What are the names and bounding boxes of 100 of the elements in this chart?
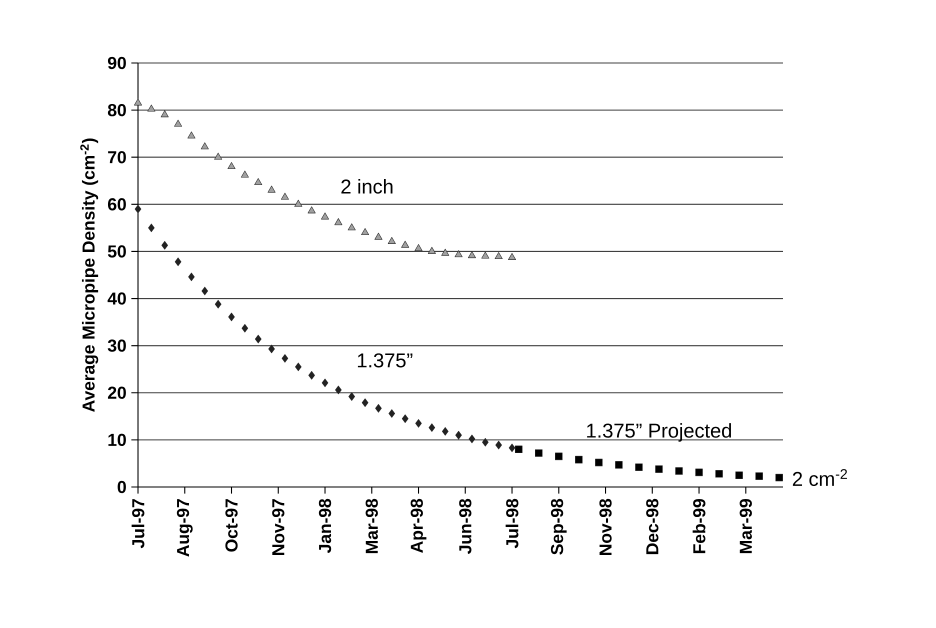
point <box>482 438 489 447</box>
point <box>321 212 329 220</box>
point <box>508 253 516 260</box>
point <box>555 452 563 460</box>
annotation: 2 cm$^{-2}$ <box>792 469 847 486</box>
x-tick-label: Feb-99 <box>692 499 706 554</box>
point <box>401 240 410 248</box>
point <box>775 474 783 482</box>
y-tick-label: 20 <box>108 386 126 399</box>
point <box>375 404 382 413</box>
x-tick-label: Aug-97 <box>176 499 193 557</box>
x-tick-label: Jul-98 <box>506 498 518 548</box>
point <box>334 218 342 226</box>
point <box>735 471 743 479</box>
point <box>715 470 723 478</box>
x-tick-label: Apr-98 <box>410 498 426 553</box>
point <box>755 472 763 480</box>
point <box>388 409 396 418</box>
point <box>595 458 603 466</box>
point <box>280 192 289 200</box>
point <box>322 378 328 388</box>
x-tick-label: Dec-98 <box>646 498 658 554</box>
point <box>468 251 476 258</box>
point <box>455 430 462 440</box>
point <box>188 272 195 282</box>
x-tick-label: Mar-98 <box>366 498 378 554</box>
point <box>414 244 422 252</box>
point <box>441 248 450 256</box>
point <box>442 427 449 436</box>
x-tick-label: Oct-97 <box>225 499 238 552</box>
point <box>535 449 542 457</box>
point <box>348 392 355 401</box>
point <box>348 223 356 230</box>
point <box>454 250 463 258</box>
point <box>202 286 208 296</box>
point <box>388 237 396 244</box>
y-tick-label: 0 <box>118 480 126 494</box>
point <box>655 465 663 473</box>
point <box>214 300 222 308</box>
x-tick-label: Sep-98 <box>550 498 567 555</box>
point <box>228 312 235 322</box>
point <box>240 170 249 178</box>
y-tick-label: 70 <box>108 151 126 164</box>
point <box>335 386 342 394</box>
point <box>254 334 262 344</box>
y-tick-label: 30 <box>108 340 126 352</box>
y-tick-label: 40 <box>108 292 126 305</box>
point <box>494 252 503 260</box>
point <box>295 362 302 372</box>
point <box>514 446 522 454</box>
point <box>402 414 408 423</box>
point <box>268 344 275 354</box>
x-tick-label: Mar-99 <box>740 499 752 554</box>
y-axis-title: Average Micropipe Density (cm$^{-2}$) <box>80 138 98 412</box>
point <box>481 252 490 259</box>
point <box>148 224 155 232</box>
point <box>200 142 209 150</box>
point <box>675 467 683 475</box>
point <box>428 423 436 432</box>
x-tick-label: Nov-98 <box>599 498 612 556</box>
point <box>147 104 156 112</box>
series-label: 2 inch <box>341 178 392 194</box>
x-tick-label: Nov-97 <box>272 499 284 556</box>
point <box>214 152 222 160</box>
point <box>575 456 583 464</box>
y-tick-label: 90 <box>108 56 126 70</box>
point <box>242 324 248 332</box>
point <box>228 162 236 170</box>
point <box>254 178 262 186</box>
x-tick-label: Jul-97 <box>132 499 144 548</box>
point <box>174 258 182 266</box>
point <box>635 463 643 471</box>
point <box>294 200 302 207</box>
y-tick-label: 60 <box>108 198 126 210</box>
series-label: 1.375” <box>358 353 412 368</box>
point <box>134 204 142 214</box>
point <box>468 434 476 444</box>
y-tick-label: 10 <box>108 434 126 446</box>
point <box>361 228 370 235</box>
point <box>415 419 422 428</box>
series-label: 1.375” Projected <box>587 423 732 442</box>
point <box>374 232 382 240</box>
y-tick-label: 50 <box>108 245 126 258</box>
point <box>282 354 288 363</box>
point <box>161 241 168 250</box>
point <box>268 186 276 193</box>
point <box>187 131 196 138</box>
point <box>308 371 315 380</box>
point <box>160 110 169 118</box>
point <box>174 120 182 127</box>
x-tick-label: Jan-98 <box>318 498 332 554</box>
x-tick-label: Jun-98 <box>459 498 472 554</box>
y-tick-label: 80 <box>108 104 126 116</box>
point <box>134 98 142 106</box>
point <box>495 440 502 450</box>
point <box>362 398 368 407</box>
point <box>695 468 703 476</box>
point <box>428 246 436 254</box>
point <box>615 461 623 469</box>
point <box>508 444 516 452</box>
